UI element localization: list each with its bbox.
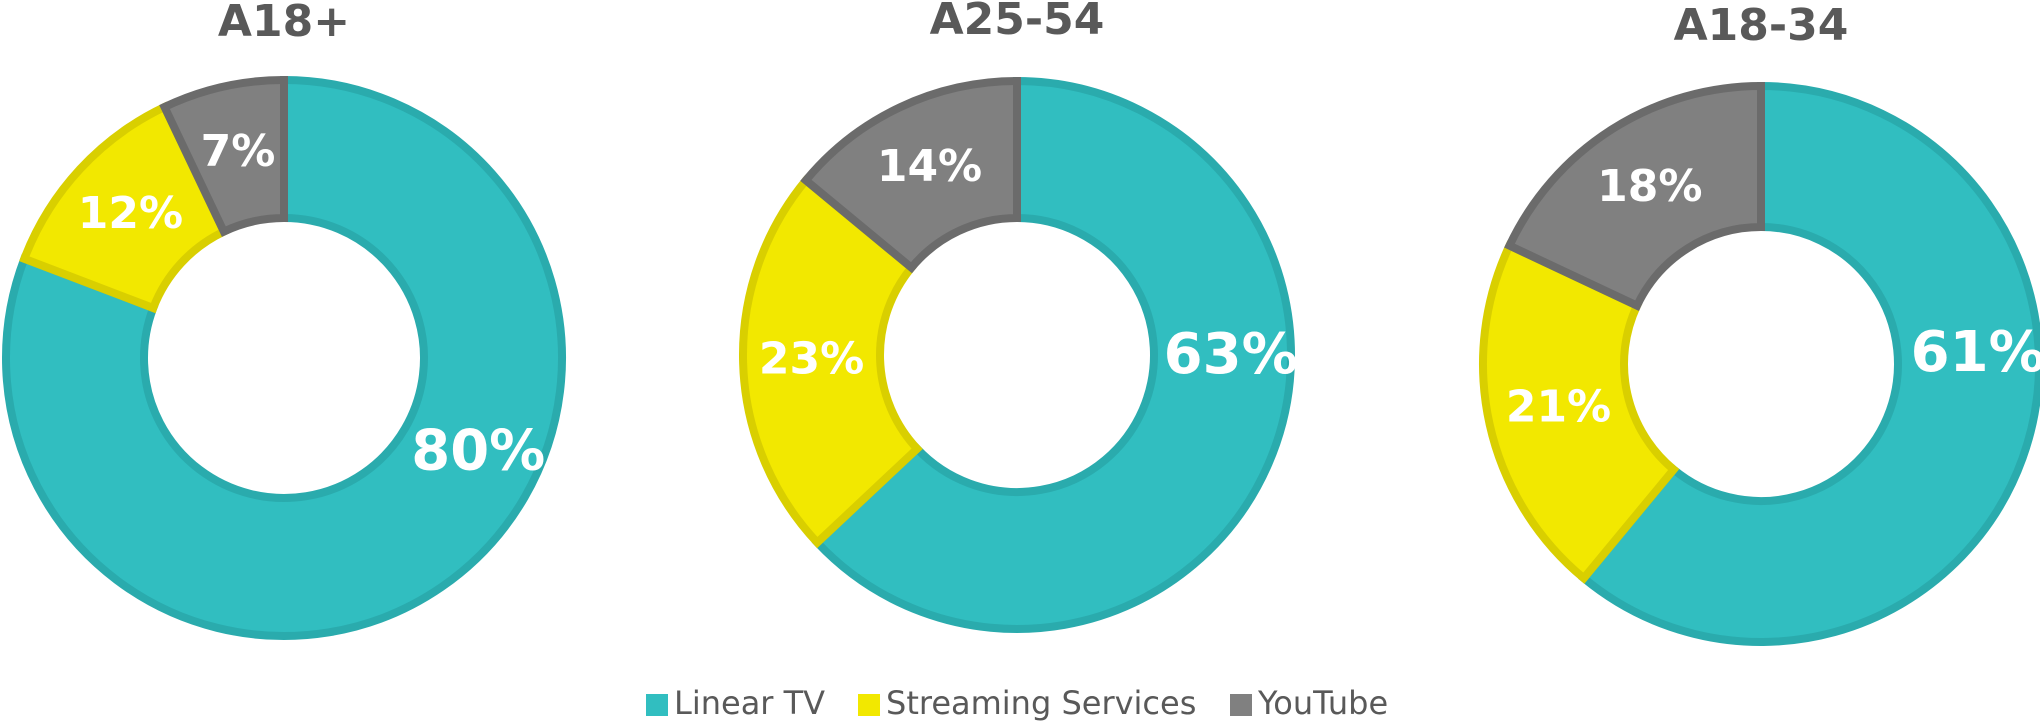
chart-title: A18+ bbox=[218, 0, 350, 47]
data-label: 7% bbox=[201, 126, 276, 177]
donut-slice bbox=[2, 75, 566, 640]
donut-slice bbox=[739, 174, 923, 549]
donut-slice bbox=[1578, 81, 2040, 646]
data-label: 18% bbox=[1597, 161, 1702, 212]
data-label: 14% bbox=[877, 141, 982, 192]
chart-title: A25-54 bbox=[930, 0, 1105, 45]
data-label: 80% bbox=[411, 418, 545, 483]
legend-label: Streaming Services bbox=[886, 684, 1196, 721]
data-label: 63% bbox=[1164, 322, 1298, 387]
donut-slice bbox=[1504, 81, 1765, 311]
donut-slice bbox=[1479, 240, 1680, 584]
legend-swatch bbox=[858, 694, 880, 716]
legend-swatch bbox=[1230, 694, 1252, 716]
donut-slice bbox=[159, 75, 288, 237]
data-label: 61% bbox=[1911, 320, 2040, 385]
legend-label: Linear TV bbox=[674, 684, 825, 721]
data-label: 23% bbox=[759, 333, 864, 384]
chart-title: A18-34 bbox=[1674, 0, 1849, 51]
donut-slice bbox=[811, 76, 1295, 633]
data-label: 12% bbox=[78, 188, 183, 239]
legend-label: YouTube bbox=[1257, 684, 1388, 721]
donut-slice bbox=[19, 101, 230, 314]
donut-slice bbox=[800, 76, 1021, 274]
data-label: 21% bbox=[1506, 381, 1611, 432]
legend-swatch bbox=[646, 694, 668, 716]
